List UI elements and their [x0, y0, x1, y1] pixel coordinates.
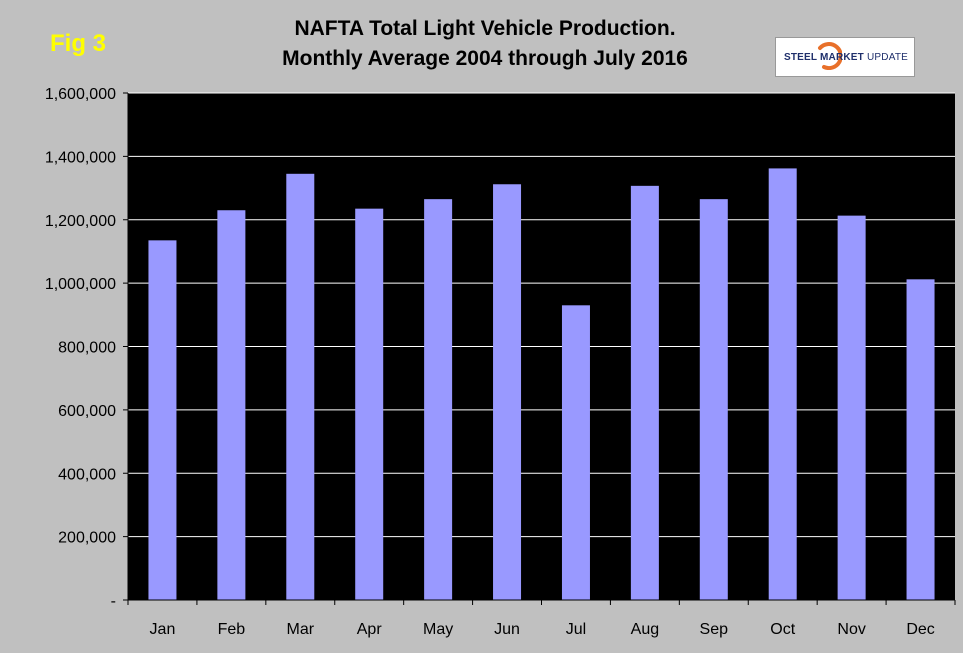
- bar-apr: [355, 208, 384, 601]
- y-tick-label: 200,000: [58, 530, 116, 547]
- x-tick-label-may: May: [423, 621, 453, 638]
- bar-oct: [768, 168, 797, 600]
- logo-word-steel: STEEL: [783, 52, 818, 63]
- y-tick-label: 1,400,000: [45, 149, 116, 166]
- logo-word-market: MARKET: [820, 52, 864, 63]
- steel-market-update-logo: STEEL MARKET UPDATE: [775, 37, 915, 77]
- bar-sep: [699, 199, 728, 600]
- axes: [123, 92, 956, 605]
- x-tick-label-apr: Apr: [357, 621, 383, 638]
- y-tick-label: -: [111, 593, 116, 610]
- x-tick-label-mar: Mar: [287, 621, 315, 638]
- x-tick-label-jun: Jun: [494, 621, 520, 638]
- bar-jun: [493, 184, 522, 600]
- x-tick-labels: Jan Feb Mar Apr May Jun Jul Aug Sep Oct Nov Dec: [150, 621, 935, 638]
- y-tick-labels: - 200,000 400,000 600,000 800,000 1,000,000 1,…: [45, 86, 116, 610]
- bar-dec: [906, 279, 935, 600]
- chart-title-line-2: Monthly Average 2004 through July 2016: [282, 47, 688, 70]
- bar-mar: [286, 173, 315, 600]
- bar-may: [424, 199, 453, 600]
- gridlines: [128, 92, 955, 538]
- y-tick-label: 1,200,000: [45, 213, 116, 230]
- x-tick-label-sep: Sep: [700, 621, 729, 638]
- x-tick-label-dec: Dec: [906, 621, 934, 638]
- bar-feb: [217, 210, 246, 600]
- logo-text: STEEL MARKET UPDATE: [776, 52, 916, 63]
- y-tick-label: 1,000,000: [45, 276, 116, 293]
- bar-nov: [837, 215, 866, 601]
- chart-title: NAFTA Total Light Vehicle Production. Mo…: [200, 14, 770, 74]
- x-tick-label-jul: Jul: [566, 621, 586, 638]
- bar-aug: [630, 185, 659, 601]
- y-tick-label: 1,600,000: [45, 86, 116, 103]
- figure-label: Fig 3: [50, 30, 107, 57]
- logo-swoosh-icon: [818, 42, 842, 70]
- x-tick-label-feb: Feb: [218, 621, 246, 638]
- y-tick-label: 800,000: [58, 340, 116, 357]
- y-tick-label: 400,000: [58, 466, 116, 483]
- x-tick-label-jan: Jan: [150, 621, 176, 638]
- y-tick-label: 600,000: [58, 403, 116, 420]
- x-tick-label-aug: Aug: [631, 621, 659, 638]
- chart-title-line-1: NAFTA Total Light Vehicle Production.: [294, 17, 676, 40]
- bar-jul: [561, 305, 590, 600]
- logo-word-update: UPDATE: [866, 52, 909, 63]
- bar-jan: [148, 240, 177, 601]
- x-tick-label-nov: Nov: [837, 621, 865, 638]
- bars: [148, 168, 935, 601]
- x-tick-label-oct: Oct: [770, 621, 795, 638]
